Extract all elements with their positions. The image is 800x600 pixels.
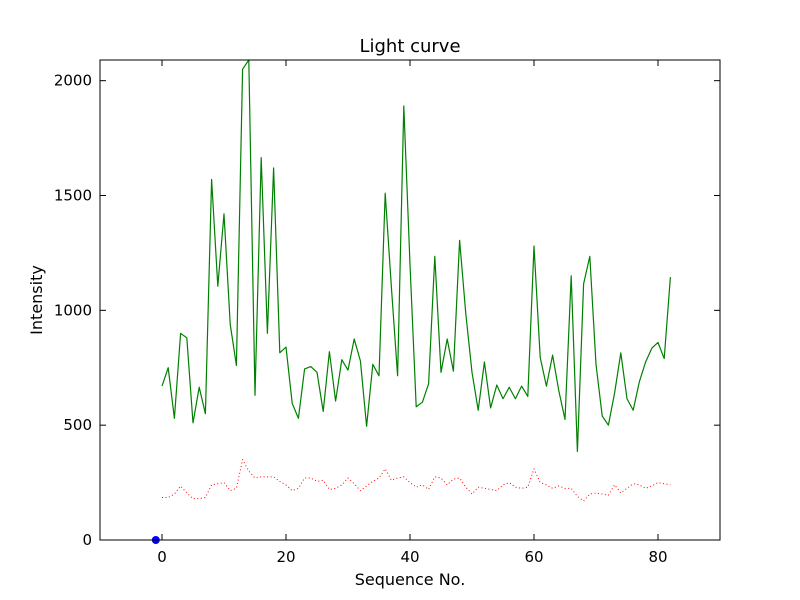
series-0-line [161, 59, 671, 453]
y-axis: 0 500 1000 1500 2000 [54, 72, 720, 549]
y-tick-label: 1500 [54, 187, 92, 205]
y-tick-label: 2000 [54, 72, 92, 90]
x-axis: 0 20 40 60 80 [157, 60, 668, 566]
x-axis-title: Sequence No. [355, 570, 466, 589]
chart-title: Light curve [359, 36, 460, 57]
x-tick-label: 20 [276, 548, 295, 566]
y-tick-label: 500 [63, 416, 92, 434]
y-tick-label: 1000 [54, 301, 92, 319]
y-tick-label: 0 [82, 531, 92, 549]
x-tick-label: 0 [157, 548, 167, 566]
x-tick-label: 60 [524, 548, 543, 566]
y-axis-title: Intensity [27, 265, 46, 335]
x-tick-label: 80 [648, 548, 667, 566]
x-tick-label: 40 [400, 548, 419, 566]
